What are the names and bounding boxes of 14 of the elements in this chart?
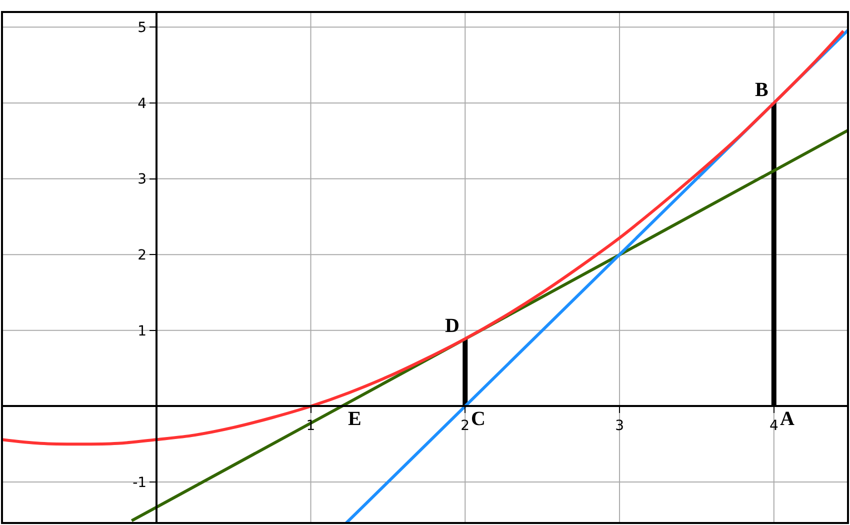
y-tick-label: 1 bbox=[138, 323, 147, 340]
annotation: B bbox=[755, 79, 768, 101]
y-tick-label: 3 bbox=[138, 172, 147, 188]
x-tick-label: 2 bbox=[460, 418, 470, 434]
annotation: C bbox=[471, 408, 486, 430]
y-tick-label: 2 bbox=[138, 248, 147, 264]
annotation: D bbox=[445, 315, 460, 337]
x-tick-label: 4 bbox=[769, 418, 778, 434]
y-tick-label: -1 bbox=[132, 474, 147, 491]
annotation: A bbox=[780, 408, 795, 430]
y-tick-label: 5 bbox=[138, 20, 147, 36]
y-tick-label: 4 bbox=[138, 96, 147, 112]
annotation: E bbox=[348, 408, 362, 430]
x-tick-label: 3 bbox=[615, 418, 624, 434]
